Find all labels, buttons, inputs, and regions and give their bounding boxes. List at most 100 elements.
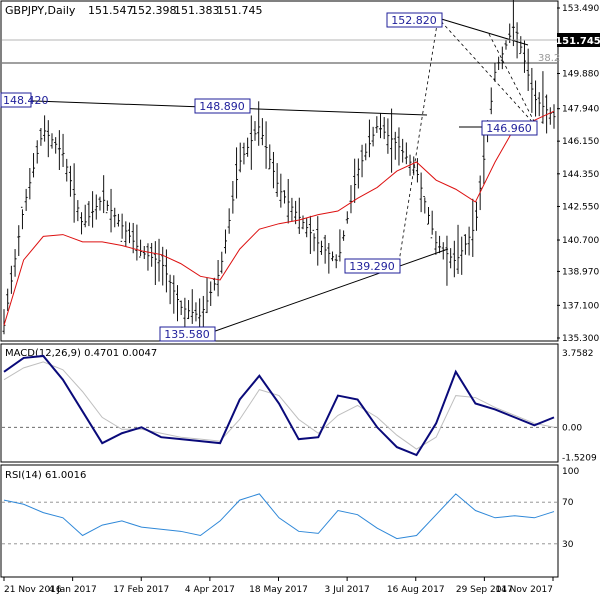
ohlc-bar xyxy=(146,243,150,271)
ohlc-bar xyxy=(76,200,80,222)
ohlc-bar xyxy=(401,138,405,163)
rsi-line xyxy=(3,493,555,540)
ohlc-bar xyxy=(504,39,508,50)
rsi-tick-label: 70 xyxy=(562,498,574,508)
price-tick-label: 138.970 xyxy=(562,267,599,277)
current-price-text: 151.745 xyxy=(555,36,600,47)
level-label-text: 135.580 xyxy=(164,328,210,341)
ohlc-bar xyxy=(390,108,394,173)
date-tick-label: 16 Aug 2017 xyxy=(387,585,445,595)
symbol-timeframe-label: GBPJPY,Daily xyxy=(5,4,76,17)
ohlc-bar xyxy=(68,165,72,197)
ohlc-bar xyxy=(334,254,338,269)
ohlc-bar xyxy=(231,181,235,214)
ohlc-bar xyxy=(238,142,242,173)
ohlc-bar xyxy=(57,130,61,171)
ohlc-bar xyxy=(460,236,464,275)
rsi-title: RSI(14) 61.0016 xyxy=(5,470,86,481)
date-tick-label: 4 Apr 2017 xyxy=(185,585,235,595)
macd-y-axis: 3.7582 0.00 -1.5209 xyxy=(562,349,597,464)
rsi-tick-label: 30 xyxy=(562,540,574,550)
ohlc-bar xyxy=(356,158,360,189)
ohlc-bar xyxy=(94,194,98,220)
ohlc-bar xyxy=(246,137,250,157)
ohlc-bar xyxy=(323,234,327,264)
price-panel-frame xyxy=(0,0,559,342)
ohlc-bar xyxy=(312,229,316,252)
price-bars xyxy=(2,0,556,335)
ohlc-bar xyxy=(183,297,187,331)
ohlc-bar xyxy=(301,215,305,230)
date-tick-label: 14 Nov 2017 xyxy=(495,585,553,595)
ohlc-bar xyxy=(98,196,102,211)
ohlc-bar xyxy=(113,207,117,228)
fib-level-annotation: 38.2 xyxy=(538,53,560,64)
ohlc-bar xyxy=(482,132,486,185)
ohlc-bar xyxy=(449,248,453,269)
ohlc-bar xyxy=(286,178,290,224)
ohlc-bar xyxy=(61,133,65,167)
price-tick-label: 153.490 xyxy=(562,4,599,14)
low-value: 151.383 xyxy=(174,4,220,17)
ohlc-bar xyxy=(72,163,76,223)
ohlc-bar xyxy=(135,224,139,261)
rsi-y-axis: 100 70 30 xyxy=(562,467,579,550)
price-tick-label: 140.700 xyxy=(562,236,599,246)
ohlc-bar xyxy=(43,115,47,142)
ohlc-bar xyxy=(87,201,91,227)
rsi-panel-frame xyxy=(0,464,559,578)
ohlc-bar xyxy=(438,235,442,254)
ohlc-bar xyxy=(216,259,220,297)
macd-tick-label: 0.00 xyxy=(562,423,582,433)
ohlc-bar xyxy=(297,197,301,234)
ohlc-bar xyxy=(375,116,379,133)
ohlc-bar xyxy=(283,190,287,204)
ohlc-bar xyxy=(260,118,264,146)
ohlc-bar xyxy=(430,210,434,239)
date-tick-label: 21 Nov 2016 xyxy=(4,585,62,595)
price-tick-label: 146.150 xyxy=(562,137,599,147)
rsi-tick-label: 100 xyxy=(562,467,579,477)
ohlc-bar xyxy=(105,200,109,214)
high-value: 152.398 xyxy=(131,4,177,17)
ohlc-bar xyxy=(6,288,10,312)
ohlc-bar xyxy=(142,246,146,260)
ohlc-bar xyxy=(124,221,128,247)
macd-title: MACD(12,26,9) 0.4701 0.0047 xyxy=(5,348,157,359)
ohlc-bar xyxy=(319,240,323,255)
ohlc-bar xyxy=(493,62,497,82)
price-y-axis: 153.490 149.880 147.940 146.150 144.350 142.5… xyxy=(557,4,599,344)
ohlc-bar xyxy=(353,158,357,203)
ohlc-bar xyxy=(91,191,95,228)
ohlc-bar xyxy=(271,151,275,189)
macd-tick-label: -1.5209 xyxy=(562,453,597,463)
ohlc-bar xyxy=(327,242,331,274)
ohlc-bar xyxy=(198,298,202,330)
level-label-152820: 152.820 xyxy=(386,12,443,28)
ohlc-bar xyxy=(290,197,294,222)
ohlc-bar xyxy=(379,113,383,139)
ohlc-bar xyxy=(54,137,58,154)
ohlc-bar xyxy=(150,242,154,267)
level-label-139290: 139.290 xyxy=(344,258,401,274)
ohlc-bar xyxy=(456,224,460,274)
ohlc-bar xyxy=(168,274,172,305)
ohlc-bar xyxy=(511,0,515,47)
ohlc-bar xyxy=(116,213,120,227)
ohlc-bar xyxy=(179,300,183,315)
ohlc-bar xyxy=(415,158,419,183)
ohlc-bar xyxy=(128,222,132,244)
ohlc-bar xyxy=(426,207,430,225)
lower-trendline xyxy=(203,248,449,336)
ohlc-bar xyxy=(305,217,309,238)
ohlc-bar xyxy=(102,175,106,214)
date-tick-label: 18 May 2017 xyxy=(249,585,308,595)
current-price-badge: 151.745 xyxy=(555,33,600,47)
ohlc-bar xyxy=(46,120,50,158)
level-label-text: 146.960 xyxy=(486,122,532,135)
ohlc-bar xyxy=(360,144,364,178)
ohlc-bar xyxy=(530,67,534,113)
level-label-text: 139.290 xyxy=(349,260,395,273)
ohlc-bar xyxy=(519,36,523,55)
